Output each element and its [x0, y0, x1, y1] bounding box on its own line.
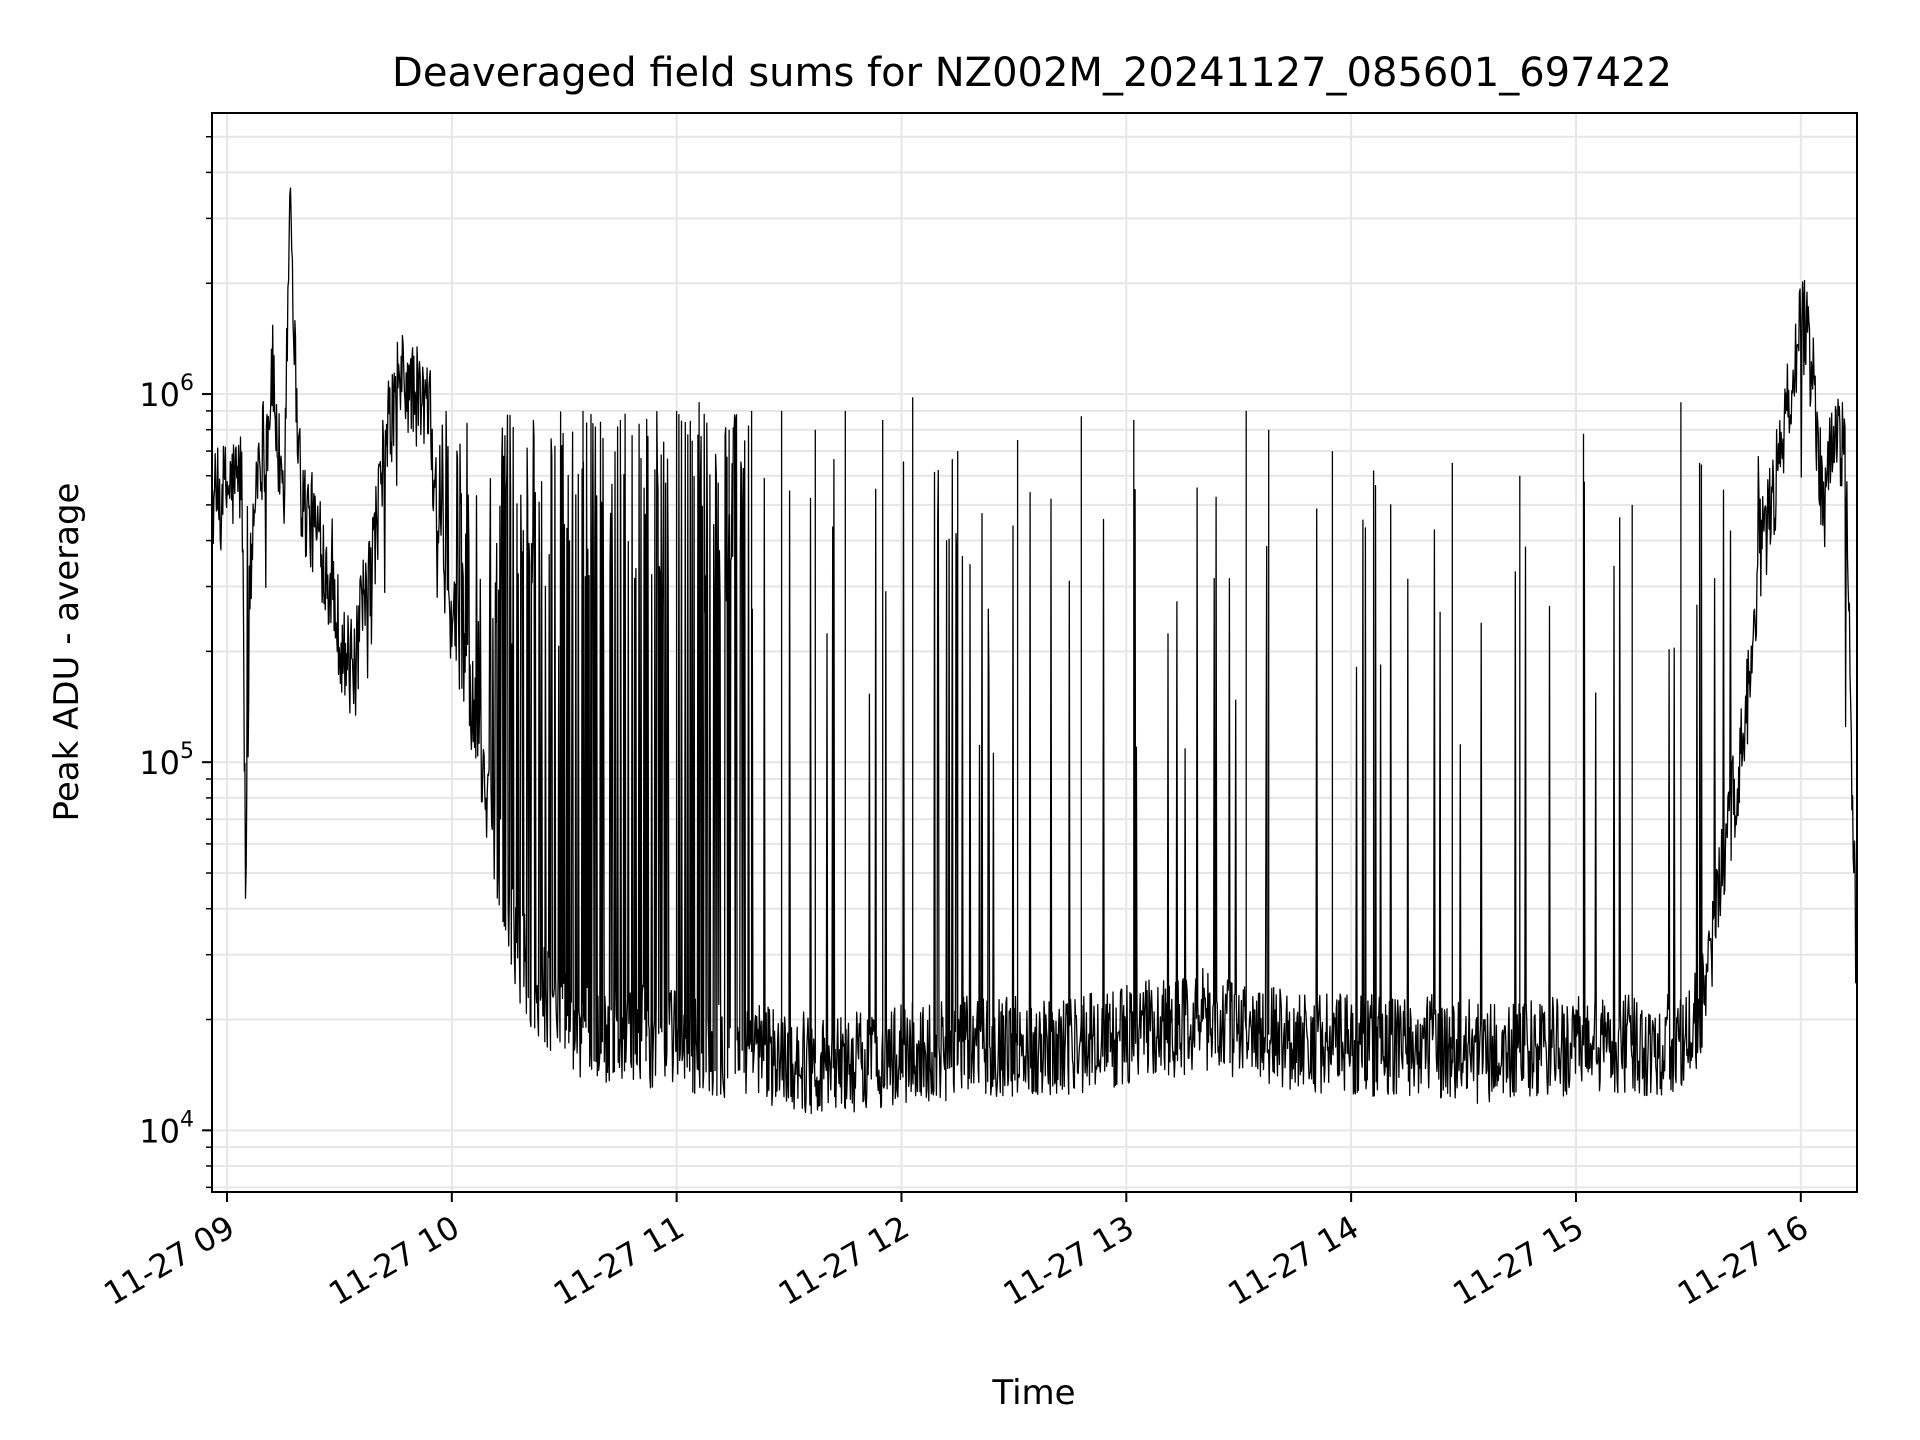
y-axis-label: Peak ADU - average [47, 483, 87, 822]
plot-frame [211, 112, 1858, 1193]
y-tick-label: 106 [139, 371, 194, 414]
y-tick-label: 105 [139, 739, 194, 782]
series-line [211, 187, 1858, 1115]
chart-title: Deaveraged field sums for NZ002M_2024112… [392, 50, 1672, 96]
y-axis: 104 105 106 [139, 135, 212, 1189]
x-axis-label: Time [991, 1373, 1075, 1413]
series-layer [211, 187, 1858, 1115]
y-tick-label: 104 [139, 1107, 194, 1150]
